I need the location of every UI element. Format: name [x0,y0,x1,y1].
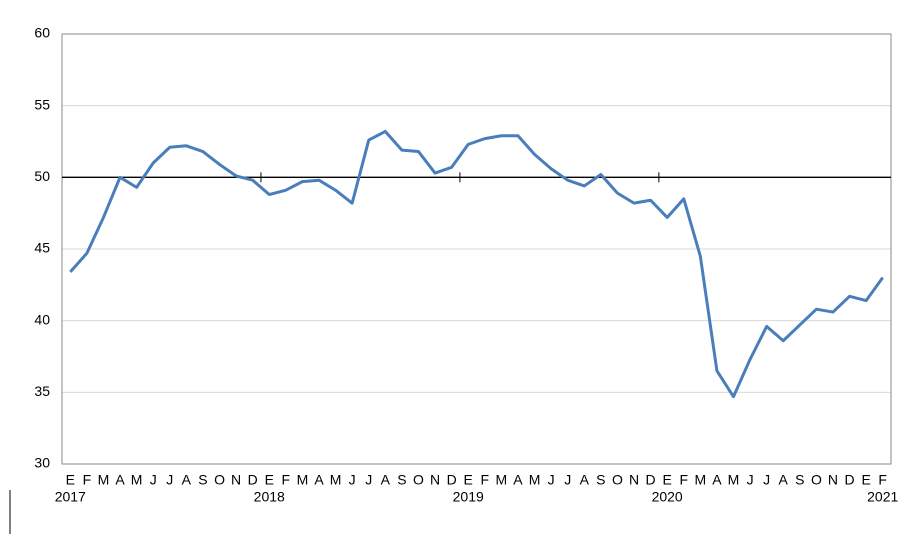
x-tick-label: D [844,472,854,488]
x-tick-label: A [182,472,192,488]
year-label: 2017 [55,489,86,505]
year-label: 2020 [652,489,683,505]
x-tick-label: A [513,472,523,488]
x-tick-label: D [646,472,656,488]
plot-frame [61,33,892,465]
y-tick-label: 60 [34,25,50,41]
year-label: 2021 [867,489,898,505]
x-tick-label: M [98,472,110,488]
x-tick-label: M [330,472,342,488]
x-tick-label: E [464,472,473,488]
x-tick-label: M [728,472,740,488]
y-tick-label: 50 [34,168,50,184]
x-tick-label: J [166,472,173,488]
x-tick-label: D [447,472,457,488]
y-tick-label: 45 [34,240,50,256]
x-tick-label: M [529,472,541,488]
x-tick-label: J [564,472,571,488]
x-tick-label: E [66,472,75,488]
x-tick-label: J [763,472,770,488]
x-tick-label: A [580,472,590,488]
x-tick-label: A [381,472,391,488]
x-tick-label: A [314,472,324,488]
y-tick-label: 40 [34,311,50,327]
y-tick-label: 55 [34,96,50,112]
x-tick-label: D [248,472,258,488]
x-tick-label: O [811,472,822,488]
x-tick-label: F [878,472,887,488]
x-tick-label: S [198,472,207,488]
x-tick-label: S [596,472,605,488]
x-tick-label: S [397,472,406,488]
x-tick-label: N [231,472,241,488]
x-tick-label: A [779,472,789,488]
y-tick-label: 30 [34,455,50,471]
x-tick-label: A [712,472,722,488]
x-tick-label: S [795,472,804,488]
x-tick-label: J [548,472,555,488]
x-tick-label: F [679,472,688,488]
x-tick-label: M [694,472,706,488]
x-tick-label: M [297,472,309,488]
x-tick-label: F [481,472,490,488]
y-tick-label: 35 [34,383,50,399]
data-line [69,129,884,399]
year-label: 2019 [453,489,484,505]
x-tick-label: J [365,472,372,488]
x-tick-label: O [214,472,225,488]
x-tick-label: N [430,472,440,488]
x-tick-label: O [413,472,424,488]
x-tick-label: O [612,472,623,488]
x-tick-label: E [265,472,274,488]
x-tick-label: J [150,472,157,488]
x-tick-label: M [496,472,508,488]
year-label: 2018 [254,489,285,505]
x-tick-label: A [115,472,125,488]
x-tick-label: N [828,472,838,488]
x-tick-label: J [747,472,754,488]
x-tick-label: E [861,472,870,488]
x-tick-label: J [349,472,356,488]
x-tick-label: E [662,472,671,488]
x-tick-label: M [131,472,143,488]
x-tick-label: F [83,472,92,488]
x-tick-label: F [282,472,291,488]
x-tick-label: N [629,472,639,488]
